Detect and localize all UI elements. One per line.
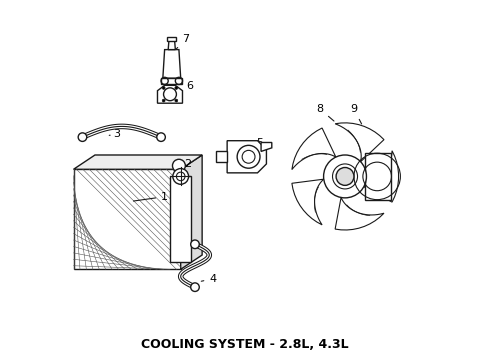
Text: 8: 8 (317, 104, 334, 121)
Circle shape (173, 168, 189, 184)
Circle shape (175, 86, 178, 89)
Polygon shape (261, 143, 272, 152)
Circle shape (336, 167, 354, 185)
Text: 9: 9 (350, 104, 362, 124)
Polygon shape (170, 176, 192, 262)
Circle shape (78, 133, 87, 141)
Polygon shape (163, 50, 181, 78)
Polygon shape (74, 155, 202, 169)
Text: 3: 3 (109, 129, 120, 139)
Circle shape (162, 99, 165, 102)
Circle shape (191, 240, 199, 249)
Text: 5: 5 (252, 138, 263, 148)
Polygon shape (292, 179, 324, 225)
Circle shape (172, 159, 185, 172)
Polygon shape (217, 152, 227, 162)
Polygon shape (292, 128, 336, 170)
Polygon shape (227, 141, 267, 173)
Polygon shape (74, 169, 181, 269)
Circle shape (157, 133, 165, 141)
Polygon shape (168, 37, 176, 41)
Text: 6: 6 (172, 81, 193, 100)
Circle shape (162, 86, 165, 89)
Circle shape (191, 283, 199, 292)
Circle shape (175, 99, 178, 102)
Polygon shape (168, 41, 175, 50)
Polygon shape (335, 123, 384, 162)
Text: 7: 7 (174, 35, 190, 51)
Polygon shape (157, 85, 182, 103)
Circle shape (323, 155, 367, 198)
Polygon shape (364, 151, 398, 202)
Polygon shape (181, 155, 202, 269)
Text: COOLING SYSTEM - 2.8L, 4.3L: COOLING SYSTEM - 2.8L, 4.3L (141, 338, 349, 351)
Text: 1: 1 (133, 192, 168, 202)
Text: 4: 4 (201, 274, 217, 284)
Polygon shape (161, 78, 182, 84)
Polygon shape (335, 198, 384, 230)
Text: 2: 2 (181, 159, 192, 176)
Polygon shape (365, 153, 392, 200)
